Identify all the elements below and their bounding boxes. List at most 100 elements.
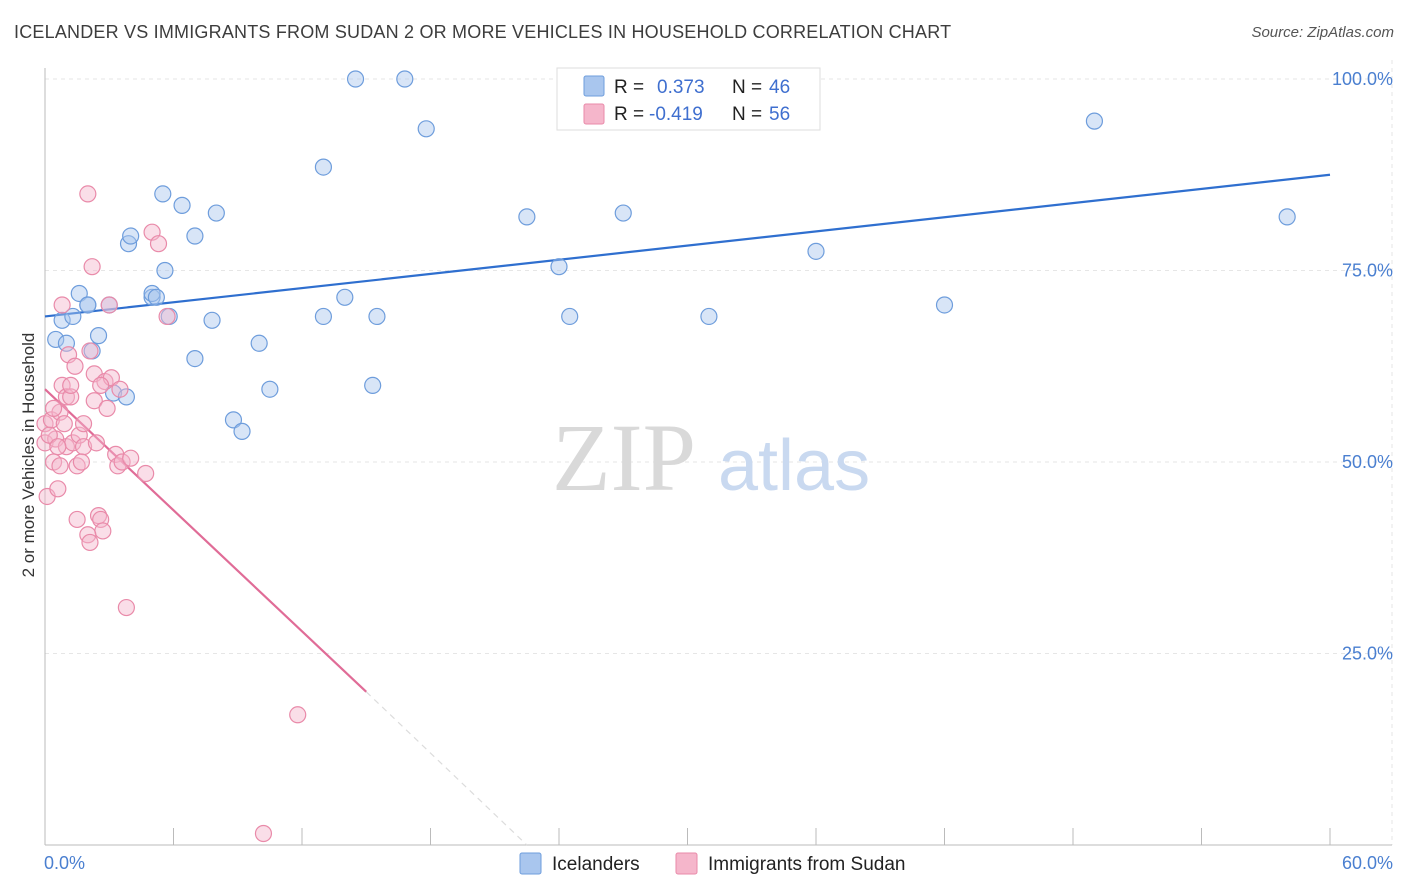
legend-r-label-1: R = <box>614 77 644 98</box>
point-icelanders <box>346 70 365 88</box>
y-tick-label: 25.0% <box>1342 644 1393 664</box>
point-icelanders <box>561 307 579 326</box>
point-sudan <box>51 457 69 475</box>
legend-r-label-2: R = <box>614 104 644 125</box>
point-icelanders <box>233 422 251 440</box>
point-icelanders <box>70 284 88 303</box>
point-sudan <box>87 434 106 452</box>
point-icelanders <box>314 307 333 326</box>
point-sudan <box>40 426 58 444</box>
grid <box>45 60 1393 845</box>
point-sudan <box>98 399 116 417</box>
point-sudan <box>68 510 86 529</box>
point-sudan <box>94 522 112 540</box>
point-icelanders <box>143 288 161 306</box>
y-tick-label: 50.0% <box>1342 452 1393 472</box>
point-icelanders <box>396 70 414 88</box>
bottom-legend-sudan: Immigrants from Sudan <box>708 854 905 875</box>
point-sudan <box>85 392 103 410</box>
point-icelanders <box>64 307 82 326</box>
point-icelanders <box>89 327 108 345</box>
bottom-legend-swatch-sudan <box>675 852 698 875</box>
point-icelanders <box>147 288 165 306</box>
point-sudan <box>137 464 155 483</box>
trend-line-sudan <box>44 388 368 693</box>
trend-line-sudan-extension <box>365 691 528 846</box>
point-icelanders <box>364 376 382 394</box>
point-sudan <box>49 438 67 456</box>
point-icelanders <box>53 311 71 329</box>
point-icelanders <box>154 185 172 203</box>
watermark-zip: ZIP <box>552 404 696 511</box>
point-icelanders <box>314 158 333 176</box>
point-icelanders <box>122 227 140 245</box>
point-icelanders <box>700 307 718 326</box>
chart-source: Source: ZipAtlas.com <box>1251 24 1394 41</box>
point-sudan <box>83 258 101 276</box>
point-icelanders <box>250 334 268 352</box>
point-icelanders <box>79 296 97 314</box>
point-sudan <box>81 342 99 360</box>
point-icelanders <box>935 296 954 314</box>
watermark-atlas: atlas <box>718 426 870 506</box>
point-sudan <box>72 453 91 471</box>
bottom-legend: Icelanders Immigrants from Sudan <box>519 852 905 875</box>
point-sudan <box>74 415 93 433</box>
point-icelanders <box>417 120 435 138</box>
legend-r-value-1: 0.373 <box>657 77 705 98</box>
point-icelanders <box>207 204 225 222</box>
trend-lines <box>44 173 1331 846</box>
chart-title: ICELANDER VS IMMIGRANTS FROM SUDAN 2 OR … <box>14 22 952 42</box>
point-icelanders <box>614 204 632 222</box>
point-sudan <box>117 598 135 617</box>
point-icelanders <box>1278 208 1296 226</box>
point-sudan <box>62 376 80 394</box>
legend-swatch-sudan <box>583 103 605 125</box>
legend-swatch-icelanders <box>583 75 605 97</box>
x-tick-label-min: 0.0% <box>44 853 85 873</box>
y-axis-label: 2 or more Vehicles in Household <box>19 333 38 578</box>
point-icelanders <box>261 380 279 398</box>
point-sudan <box>53 296 71 314</box>
point-icelanders <box>203 311 221 329</box>
point-sudan <box>81 533 99 552</box>
axes: 25.0% 50.0% 75.0% 100.0% 0.0% 60.0% <box>44 68 1393 873</box>
watermark: ZIP atlas <box>552 404 870 511</box>
bottom-legend-icelanders: Icelanders <box>552 854 640 875</box>
point-sudan <box>79 185 97 203</box>
point-sudan <box>44 399 63 417</box>
x-tick-label-max: 60.0% <box>1342 853 1393 873</box>
point-icelanders <box>518 208 536 226</box>
point-icelanders <box>224 411 243 429</box>
bottom-legend-swatch-icelanders <box>519 852 542 875</box>
legend-n-label-2: N = <box>732 104 762 125</box>
point-sudan <box>55 415 73 433</box>
point-sudan <box>113 453 131 471</box>
legend-n-value-1: 46 <box>769 77 790 98</box>
point-icelanders <box>807 242 825 260</box>
legend-r-value-2: -0.419 <box>649 104 703 125</box>
point-icelanders <box>368 307 386 326</box>
point-sudan <box>122 449 140 467</box>
y-tick-label: 75.0% <box>1342 261 1393 281</box>
point-sudan <box>66 357 84 375</box>
point-icelanders <box>186 227 204 245</box>
point-sudan <box>158 307 176 326</box>
legend: R = 0.373 N = 46 R = -0.419 N = 56 <box>556 67 821 131</box>
point-sudan <box>289 706 307 724</box>
point-sudan <box>254 824 273 843</box>
data-points <box>36 70 1296 843</box>
point-icelanders <box>186 349 204 368</box>
y-tick-label: 100.0% <box>1332 69 1393 89</box>
point-icelanders <box>550 258 568 276</box>
point-sudan <box>49 480 67 498</box>
point-sudan <box>100 296 118 314</box>
legend-n-label-1: N = <box>732 77 762 98</box>
legend-n-value-2: 56 <box>769 104 790 125</box>
point-icelanders <box>336 288 354 306</box>
point-icelanders <box>47 330 65 349</box>
point-sudan <box>111 380 129 398</box>
point-sudan <box>149 235 168 253</box>
point-icelanders <box>1085 112 1104 130</box>
